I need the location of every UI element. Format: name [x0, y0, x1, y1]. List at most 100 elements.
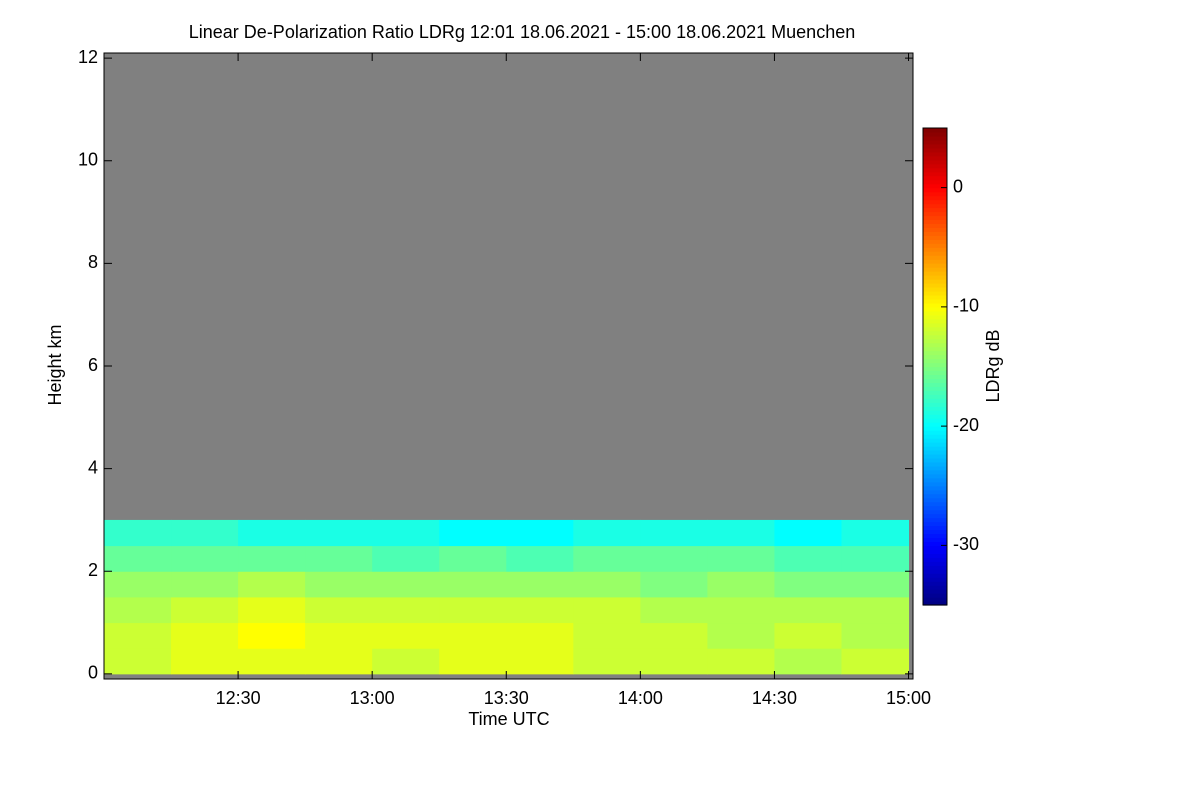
colorbar-segment: [923, 159, 947, 165]
colorbar-segment: [923, 175, 947, 181]
colorbar-segment: [923, 489, 947, 495]
colorbar-segment: [923, 290, 947, 296]
heatmap-cell: [707, 596, 775, 624]
heatmap-cell: [640, 545, 708, 572]
colorbar-segment: [923, 442, 947, 447]
colorbar-segment: [923, 469, 947, 475]
x-tick-label: 15:00: [886, 688, 931, 708]
x-tick-label: 12:30: [216, 688, 261, 708]
colorbar-segment: [923, 362, 947, 368]
colorbar-segment: [923, 310, 947, 316]
heatmap-cell: [171, 545, 239, 572]
heatmap-cell: [707, 648, 775, 675]
heatmap-cell: [104, 545, 172, 572]
heatmap-cell: [506, 648, 574, 675]
colorbar-segment: [923, 398, 947, 403]
heatmap-cell: [774, 622, 842, 649]
heatmap-cell: [171, 648, 239, 675]
colorbar-segment: [923, 426, 947, 431]
colorbar-segment: [923, 306, 947, 312]
colorbar-segment: [923, 581, 947, 586]
colorbar-segment: [923, 422, 947, 427]
colorbar-segment: [923, 497, 947, 503]
colorbar-segment: [923, 597, 947, 602]
colorbar-segment: [923, 366, 947, 372]
heatmap-cell: [439, 622, 507, 649]
heatmap-cell: [774, 545, 842, 572]
colorbar-segment: [923, 231, 947, 236]
y-tick-label: 10: [78, 150, 98, 170]
colorbar-segment: [923, 569, 947, 574]
colorbar-segment: [923, 402, 947, 407]
heatmap-cell: [238, 545, 306, 572]
y-tick-label: 12: [78, 47, 98, 67]
colorbar-segment: [923, 263, 947, 268]
colorbar-segment: [923, 267, 947, 272]
y-tick-label: 4: [88, 457, 98, 477]
heatmap-cell: [238, 571, 306, 598]
colorbar-segment: [923, 239, 947, 244]
x-tick-label: 13:30: [484, 688, 529, 708]
heatmap-cell: [573, 648, 641, 675]
colorbar-segment: [923, 386, 947, 391]
colorbar-segment: [923, 473, 947, 479]
colorbar-segment: [923, 342, 947, 348]
colorbar-segment: [923, 207, 947, 213]
colorbar-segment: [923, 227, 947, 232]
heatmap-cell: [573, 519, 641, 547]
x-tick-label: 14:00: [618, 688, 663, 708]
heatmap-cell: [372, 622, 440, 649]
colorbar-segment: [923, 577, 947, 582]
heatmap-cell: [774, 648, 842, 675]
heatmap-cell: [841, 622, 910, 649]
colorbar-segment: [923, 255, 947, 260]
heatmap-cell: [841, 545, 910, 572]
colorbar-segment: [923, 561, 947, 566]
y-tick-label: 6: [88, 355, 98, 375]
colorbar-segment: [923, 298, 947, 304]
heatmap-cell: [305, 648, 373, 675]
heatmap-cell: [439, 571, 507, 598]
colorbar-segment: [923, 346, 947, 352]
heatmap-cell: [640, 596, 708, 624]
colorbar-segment: [923, 167, 947, 173]
heatmap-cell: [104, 571, 172, 598]
heatmap-cell: [171, 596, 239, 624]
heatmap-cell: [573, 545, 641, 572]
heatmap-cell: [506, 571, 574, 598]
colorbar-segment: [923, 128, 947, 133]
colorbar-segment: [923, 314, 947, 320]
heatmap-cell: [305, 571, 373, 598]
heatmap-cell: [372, 519, 440, 547]
y-tick-label: 8: [88, 252, 98, 272]
colorbar-segment: [923, 378, 947, 383]
colorbar-segment: [923, 549, 947, 554]
colorbar-segment: [923, 350, 947, 356]
heatmap-cell: [506, 519, 574, 547]
colorbar-segment: [923, 143, 947, 149]
colorbar-segment: [923, 485, 947, 491]
heatmap-cell: [171, 622, 239, 649]
colorbar-segment: [923, 203, 947, 209]
heatmap-cell: [439, 545, 507, 572]
colorbar-segment: [923, 183, 947, 189]
y-axis-label: Height km: [45, 324, 65, 405]
heatmap-cell: [104, 519, 172, 547]
colorbar-segment: [923, 461, 947, 467]
colorbar-segment: [923, 446, 947, 451]
colorbar-segment: [923, 374, 947, 380]
heatmap-cell: [774, 519, 842, 547]
colorbar-segment: [923, 418, 947, 423]
heatmap-cell: [372, 596, 440, 624]
colorbar-segment: [923, 521, 947, 527]
heatmap-cell: [104, 596, 172, 624]
colorbar-segment: [923, 601, 947, 606]
heatmap-cell: [305, 622, 373, 649]
heatmap-cell: [774, 571, 842, 598]
heatmap-cell: [305, 519, 373, 547]
colorbar-segment: [923, 334, 947, 340]
colorbar-tick-label: -30: [953, 534, 979, 554]
colorbar-tick-label: 0: [953, 176, 963, 196]
heatmap-cell: [238, 622, 306, 649]
